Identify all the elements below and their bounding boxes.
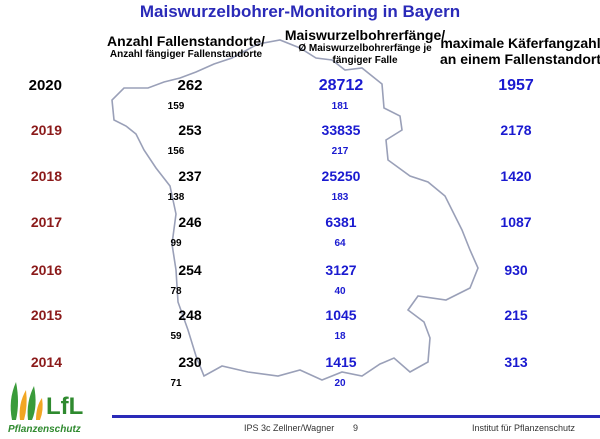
row-max-catch: 930 <box>504 262 528 278</box>
row-positive-sites: 156 <box>167 146 185 157</box>
footer-author: IPS 3c Zellner/Wagner <box>244 423 335 433</box>
row-catches: 1045 <box>325 307 357 323</box>
table-row: 2015 248 59 1045 18 215 <box>0 307 600 347</box>
table-row: 2016 254 78 3127 40 930 <box>0 262 600 302</box>
row-max-catch: 215 <box>504 307 528 323</box>
footer-institute: Institut für Pflanzenschutz <box>472 423 576 433</box>
row-avg-catch: 40 <box>334 286 346 297</box>
row-year: 2014 <box>30 354 62 370</box>
header-max: maximale Käferfangzahl an einem Fallenst… <box>433 35 600 67</box>
row-year: 2018 <box>30 168 62 184</box>
row-avg-catch: 181 <box>331 101 349 112</box>
row-max-catch: 1087 <box>500 214 532 230</box>
row-sites: 230 <box>178 354 202 370</box>
header-max-line2: an einem Fallenstandort <box>439 51 600 68</box>
table-row: 2018 237 138 25250 183 1420 <box>0 168 600 208</box>
row-sites: 262 <box>177 77 203 94</box>
row-catches: 28712 <box>318 77 364 94</box>
header-sites: Anzahl Fallenstandorte/ Anzahl fängiger … <box>86 33 286 61</box>
row-max-catch: 313 <box>504 354 528 370</box>
footer-divider <box>112 415 600 418</box>
row-positive-sites: 159 <box>167 101 185 112</box>
logo-text: LfL <box>46 393 83 420</box>
table-row: 2014 230 71 1415 20 313 <box>0 354 600 394</box>
footer-page-number: 9 <box>353 423 359 433</box>
row-catches: 1415 <box>325 354 357 370</box>
row-avg-catch: 64 <box>334 238 346 249</box>
page-title: Maiswurzelbohrer-Monitoring in Bayern <box>139 2 461 21</box>
row-positive-sites: 71 <box>170 378 182 389</box>
header-catches-line2: Ø Maiswurzelbohrerfänge je <box>298 43 432 55</box>
header-sites-line2: Anzahl fängiger Fallenstandorte <box>109 49 263 61</box>
row-year: 2015 <box>30 307 62 323</box>
row-sites: 254 <box>178 262 202 278</box>
leaf-stripes-icon <box>10 382 43 420</box>
table-row: 2020 262 159 28712 181 1957 <box>0 77 600 117</box>
row-sites: 253 <box>178 122 202 138</box>
row-sites: 248 <box>178 307 202 323</box>
row-sites: 246 <box>178 214 202 230</box>
lfl-logo: LfL Pflanzenschutz <box>8 382 83 435</box>
row-avg-catch: 18 <box>334 331 346 342</box>
table-row: 2019 253 156 33835 217 2178 <box>0 122 600 162</box>
table-row: 2017 246 99 6381 64 1087 <box>0 214 600 254</box>
header-catches-line1: Maiswurzelbohrerfänge/ <box>284 27 446 43</box>
row-positive-sites: 138 <box>167 192 185 203</box>
row-positive-sites: 99 <box>170 238 182 249</box>
row-positive-sites: 78 <box>170 286 182 297</box>
row-max-catch: 2178 <box>500 122 532 138</box>
header-max-line1: maximale Käferfangzahl <box>440 35 600 51</box>
row-catches: 6381 <box>325 214 357 230</box>
row-year: 2016 <box>30 262 62 278</box>
logo-subtitle: Pflanzenschutz <box>8 424 81 435</box>
row-avg-catch: 183 <box>331 192 349 203</box>
header-sites-line1: Anzahl Fallenstandorte/ <box>107 33 265 49</box>
header-catches: Maiswurzelbohrerfänge/ Ø Maiswurzelbohre… <box>255 27 475 66</box>
row-max-catch: 1420 <box>500 168 532 184</box>
row-catches: 3127 <box>325 262 357 278</box>
row-catches: 25250 <box>321 168 361 184</box>
row-year: 2020 <box>28 77 62 94</box>
row-year: 2017 <box>30 214 62 230</box>
row-avg-catch: 20 <box>334 378 346 389</box>
row-catches: 33835 <box>321 122 361 138</box>
row-year: 2019 <box>30 122 62 138</box>
header-catches-line3: fängiger Falle <box>332 54 398 66</box>
row-positive-sites: 59 <box>170 331 182 342</box>
row-max-catch: 1957 <box>498 77 534 94</box>
row-avg-catch: 217 <box>331 146 349 157</box>
row-sites: 237 <box>178 168 202 184</box>
